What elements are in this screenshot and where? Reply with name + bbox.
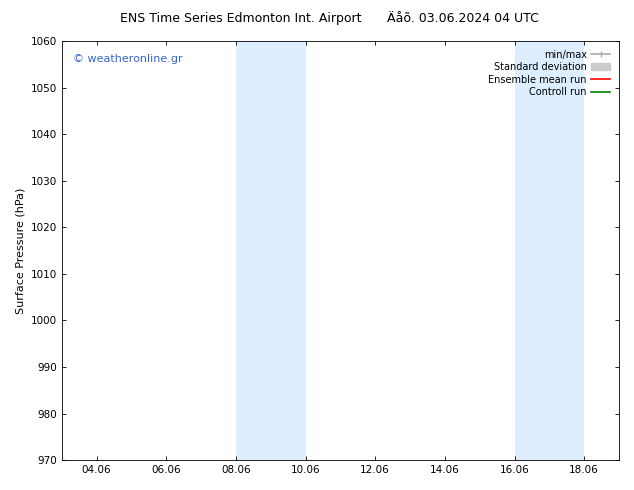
Y-axis label: Surface Pressure (hPa): Surface Pressure (hPa) [15, 187, 25, 314]
Text: Äåõ. 03.06.2024 04 UTC: Äåõ. 03.06.2024 04 UTC [387, 12, 539, 25]
Bar [515, 41, 584, 460]
Bar [236, 41, 306, 460]
Text: ENS Time Series Edmonton Int. Airport: ENS Time Series Edmonton Int. Airport [120, 12, 361, 25]
Legend: min/max, Standard deviation, Ensemble mean run, Controll run: min/max, Standard deviation, Ensemble me… [484, 46, 614, 101]
Text: © weatheronline.gr: © weatheronline.gr [73, 53, 183, 64]
